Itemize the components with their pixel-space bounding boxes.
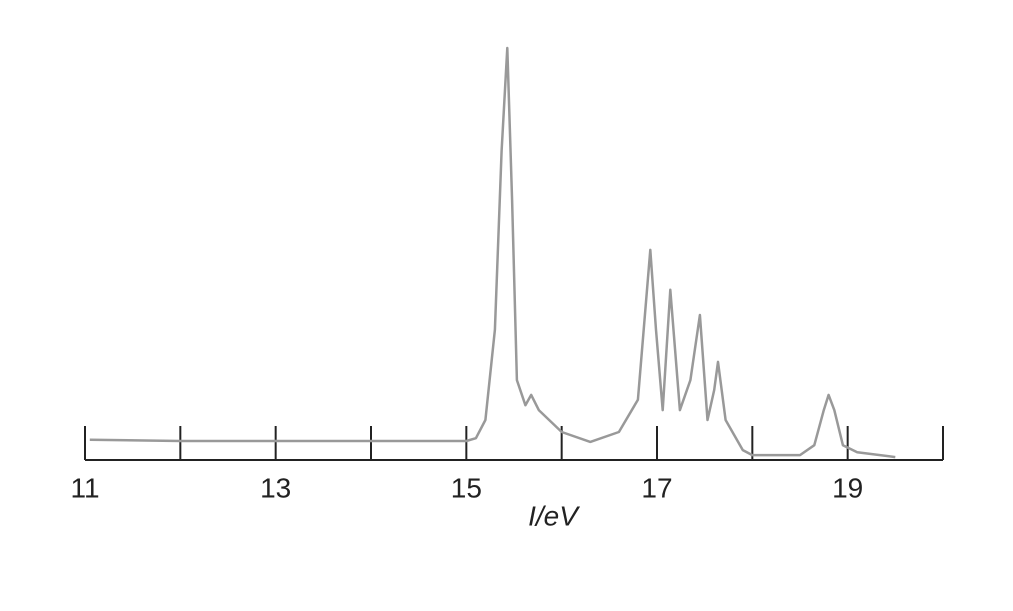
x-tick-label: 11 bbox=[70, 472, 99, 503]
x-axis-label: I/eV bbox=[528, 500, 580, 531]
x-tick-label: 17 bbox=[641, 472, 672, 503]
x-tick-label: 13 bbox=[260, 472, 291, 503]
spectrum-line bbox=[89, 46, 896, 459]
x-tick-label: 19 bbox=[832, 472, 863, 503]
x-tick-label: 15 bbox=[451, 472, 482, 503]
